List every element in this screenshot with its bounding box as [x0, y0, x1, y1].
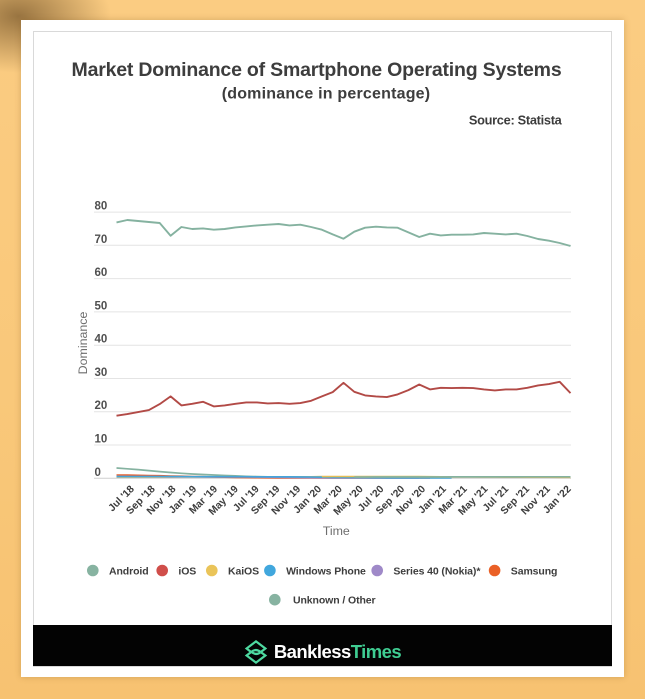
svg-text:Series 40 (Nokia)*: Series 40 (Nokia)*	[393, 566, 481, 578]
svg-text:Time: Time	[323, 524, 350, 538]
svg-text:iOS: iOS	[178, 566, 196, 578]
svg-text:70: 70	[95, 234, 108, 246]
svg-text:60: 60	[95, 267, 108, 279]
svg-text:40: 40	[95, 334, 108, 346]
svg-text:20: 20	[95, 400, 108, 412]
svg-text:30: 30	[95, 367, 108, 379]
svg-text:Samsung: Samsung	[511, 566, 558, 578]
svg-text:Android: Android	[109, 566, 149, 578]
svg-text:80: 80	[95, 201, 108, 213]
svg-text:(dominance in percentage): (dominance in percentage)	[222, 86, 431, 103]
svg-text:KaiOS: KaiOS	[228, 566, 259, 578]
svg-text:0: 0	[95, 467, 101, 479]
svg-text:Market Dominance of Smartphone: Market Dominance of Smartphone Operating…	[72, 59, 562, 81]
svg-text:Windows Phone: Windows Phone	[286, 566, 366, 578]
svg-text:Source: Statista: Source: Statista	[469, 113, 563, 128]
svg-text:10: 10	[95, 434, 108, 446]
svg-text:Dominance: Dominance	[76, 312, 90, 375]
svg-text:Unknown / Other: Unknown / Other	[293, 595, 376, 607]
svg-text:50: 50	[95, 300, 108, 312]
